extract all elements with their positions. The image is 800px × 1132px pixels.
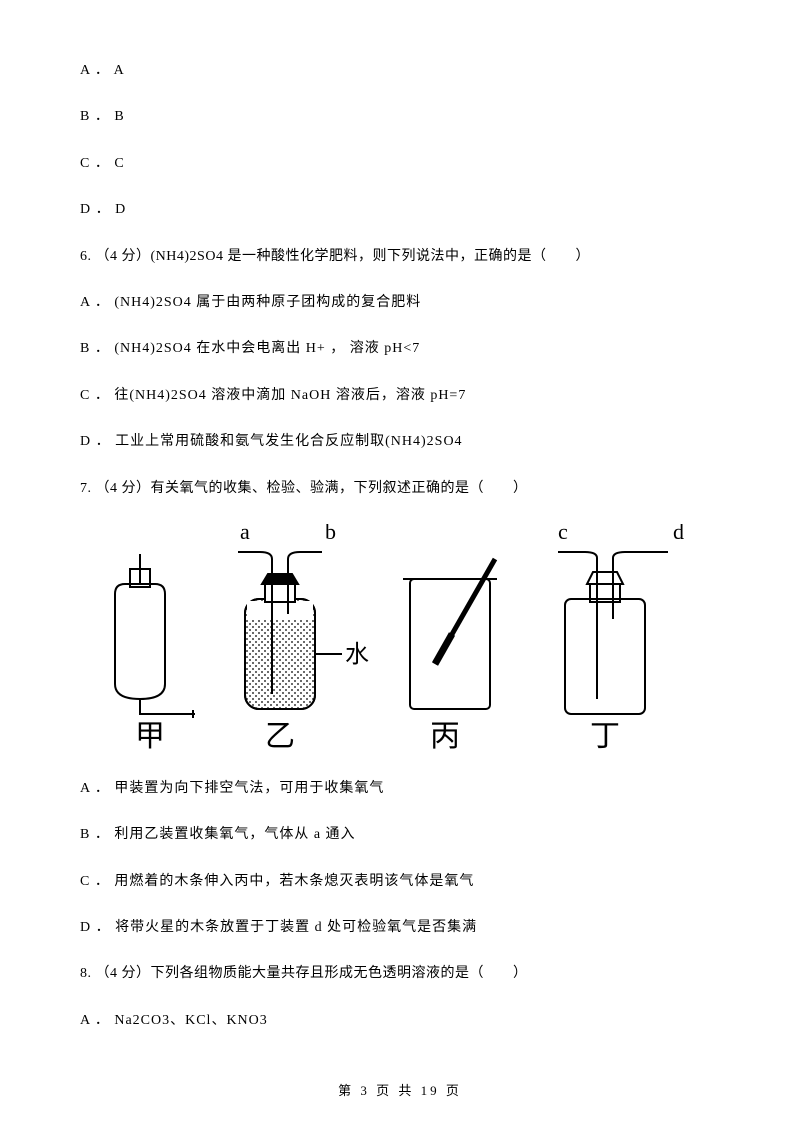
label-jia: 甲 <box>135 720 165 753</box>
q7-opt-d: D ． 将带火星的木条放置于丁装置 d 处可检验氧气是否集满 <box>80 917 720 939</box>
q7-opt-a: A ． 甲装置为向下排空气法，可用于收集氧气 <box>80 778 720 800</box>
q7-diagram: 甲 a b 水 乙 丙 <box>80 524 700 754</box>
diagram-ding <box>558 552 668 714</box>
label-a: a <box>240 524 250 544</box>
q7-opt-c: C ． 用燃着的木条伸入丙中，若木条熄灭表明该气体是氧气 <box>80 871 720 893</box>
diagram-yi <box>238 552 342 709</box>
q5-opt-a: A ． A <box>80 60 720 82</box>
q6-stem: 6. （4 分）(NH4)2SO4 是一种酸性化学肥料，则下列说法中，正确的是（… <box>80 246 720 268</box>
q5-opt-d: D ． D <box>80 199 720 221</box>
label-yi: 乙 <box>265 720 295 753</box>
label-b: b <box>325 524 336 544</box>
q6-opt-b: B ． (NH4)2SO4 在水中会电离出 H+ ， 溶液 pH<7 <box>80 338 720 360</box>
q6-opt-d: D ． 工业上常用硫酸和氨气发生化合反应制取(NH4)2SO4 <box>80 431 720 453</box>
label-d: d <box>673 524 684 544</box>
q8-opt-a: A ． Na2CO3、KCl、KNO3 <box>80 1010 720 1032</box>
page-footer: 第 3 页 共 19 页 <box>0 1081 800 1102</box>
q7-opt-b: B ． 利用乙装置收集氧气，气体从 a 通入 <box>80 824 720 846</box>
q5-opt-c: C ． C <box>80 153 720 175</box>
label-bing: 丙 <box>430 720 460 753</box>
q8-stem: 8. （4 分）下列各组物质能大量共存且形成无色透明溶液的是（ ） <box>80 963 720 985</box>
q5-opt-b: B ． B <box>80 106 720 128</box>
label-c: c <box>558 524 568 544</box>
label-ding: 丁 <box>590 720 620 753</box>
q7-stem: 7. （4 分）有关氧气的收集、检验、验满，下列叙述正确的是（ ） <box>80 478 720 500</box>
q6-opt-a: A ． (NH4)2SO4 属于由两种原子团构成的复合肥料 <box>80 292 720 314</box>
q6-opt-c: C ． 往(NH4)2SO4 溶液中滴加 NaOH 溶液后，溶液 pH=7 <box>80 385 720 407</box>
diagram-jia <box>115 554 195 718</box>
label-water: 水 <box>345 641 369 668</box>
diagram-bing <box>403 559 497 709</box>
